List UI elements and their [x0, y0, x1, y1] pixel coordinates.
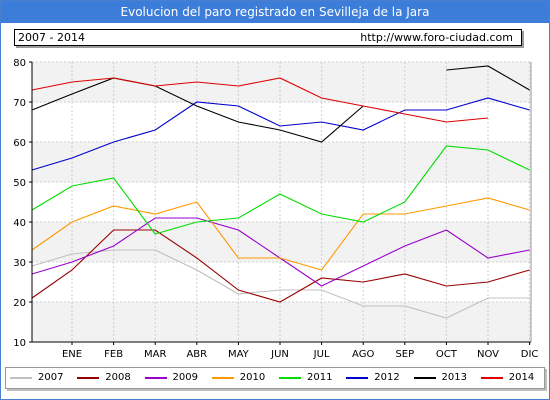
legend-label: 2012: [374, 372, 400, 383]
x-tick-label: NOV: [477, 349, 499, 360]
series-line-2013: [446, 65, 530, 91]
legend-item-2011: 2011: [275, 368, 342, 388]
legend-label: 2014: [508, 372, 535, 383]
x-tick-label: AGO: [352, 349, 374, 360]
x-tick-label: DIC: [521, 349, 539, 360]
legend-swatch: [346, 377, 369, 379]
x-tick-label: MAY: [228, 349, 250, 360]
x-tick-label: JUN: [270, 349, 289, 360]
x-tick-label: FEB: [104, 349, 123, 360]
x-tick-label: MAR: [144, 349, 166, 360]
legend-swatch: [77, 377, 100, 379]
series-line-2008: [31, 229, 530, 303]
legend-label: 2007: [38, 372, 64, 383]
series-line-2007: [31, 249, 530, 319]
series-line-2011: [31, 145, 530, 235]
legend-item-2013: 2013: [410, 368, 477, 388]
x-tick-label: ABR: [186, 349, 207, 360]
y-tick-label: 40: [13, 218, 26, 229]
series-line-2010: [31, 197, 530, 271]
legend-swatch: [211, 377, 234, 379]
plot-area: [32, 62, 531, 342]
legend-item-2007: 2007: [6, 368, 73, 388]
x-tick-label: ENE: [62, 349, 82, 360]
source-url: http://www.foro-ciudad.com: [360, 31, 513, 44]
chart-title: Evolucion del paro registrado en Seville…: [1, 1, 549, 23]
legend-label: 2009: [172, 372, 198, 383]
series-line-2013: [31, 77, 364, 143]
y-tick-label: 80: [13, 58, 26, 69]
legend-item-2012: 2012: [342, 368, 409, 388]
legend: 2007 2008 2009 2010 2011 2012 2013 2014: [5, 367, 545, 389]
x-tick-label: JUL: [313, 349, 330, 360]
legend-swatch: [10, 377, 32, 379]
y-tick-label: 70: [13, 98, 26, 109]
series-line-2014: [31, 77, 489, 123]
legend-swatch: [279, 377, 301, 379]
grid-band: [32, 62, 531, 102]
period-label: 2007 - 2014: [18, 31, 85, 44]
x-tick-label: SEP: [395, 349, 414, 360]
grid-band: [32, 142, 531, 182]
grid-band: [32, 222, 531, 262]
legend-swatch: [480, 377, 503, 379]
series-line-2012: [31, 97, 530, 171]
legend-item-2009: 2009: [141, 368, 208, 388]
legend-swatch: [413, 377, 436, 379]
legend-item-2010: 2010: [208, 368, 275, 388]
y-tick-label: 60: [13, 138, 26, 149]
legend-label: 2008: [105, 372, 131, 383]
y-tick-label: 10: [13, 338, 26, 349]
y-tick-label: 20: [13, 298, 26, 309]
legend-label: 2011: [307, 372, 333, 383]
y-tick-label: 50: [13, 178, 26, 189]
y-tick-label: 30: [13, 258, 26, 269]
info-box: 2007 - 2014 http://www.foro-ciudad.com: [14, 29, 522, 46]
x-tick-label: OCT: [436, 349, 458, 360]
legend-label: 2010: [239, 372, 266, 383]
legend-item-2008: 2008: [73, 368, 140, 388]
grid-band: [32, 302, 531, 342]
legend-item-2014: 2014: [477, 368, 544, 388]
legend-label: 2013: [441, 372, 467, 383]
legend-swatch: [144, 377, 167, 379]
